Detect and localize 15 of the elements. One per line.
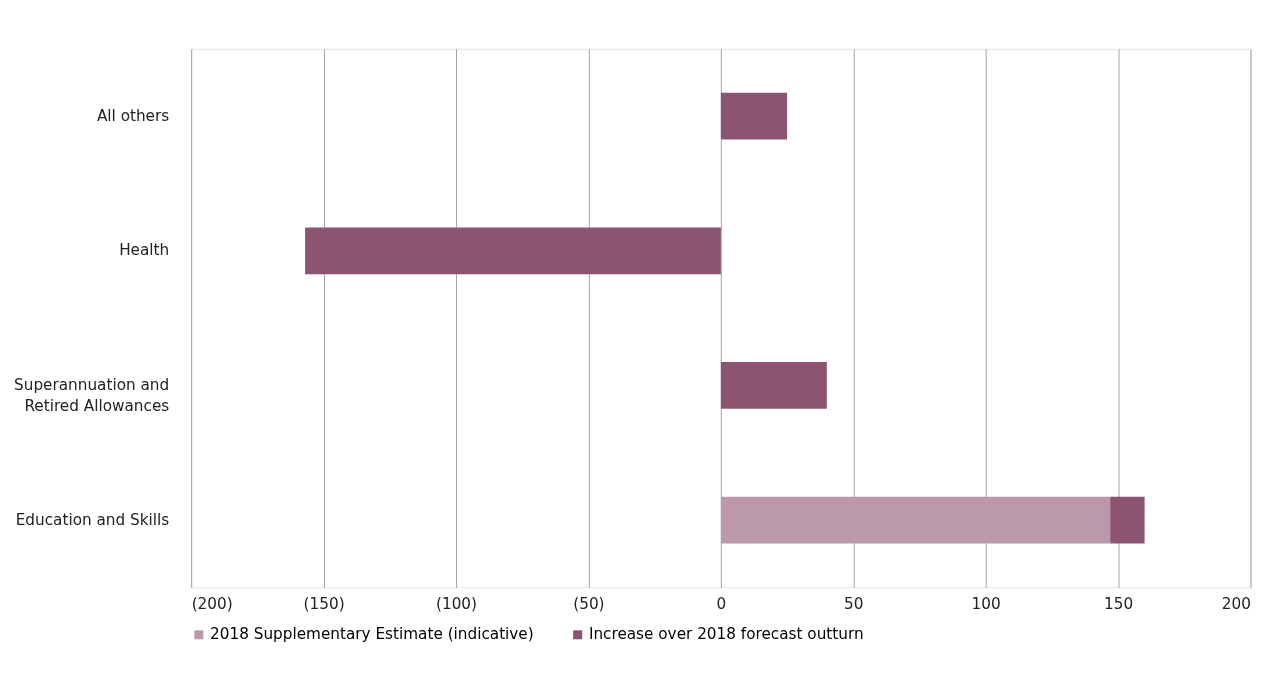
x-tick-label: 0: [716, 594, 727, 613]
legend-label: Increase over 2018 forecast outturn: [588, 625, 864, 644]
x-tick-label: (200): [191, 594, 233, 613]
y-tick-label: Education and Skills: [15, 510, 170, 529]
x-tick-label: (50): [573, 594, 605, 613]
y-tick-label: All others: [96, 106, 170, 125]
x-tick-label: (100): [435, 594, 477, 613]
x-tick-label: 50: [844, 594, 864, 613]
x-tick-label: 150: [1104, 594, 1134, 613]
x-tick-label: (150): [303, 594, 345, 613]
x-tick-label: 100: [971, 594, 1001, 613]
legend-label: 2018 Supplementary Estimate (indicative): [210, 625, 534, 644]
y-tick-label: Superannuation and Retired Allowances: [14, 375, 170, 416]
y-tick-label: Health: [119, 241, 170, 260]
x-tick-label: 200: [1221, 594, 1251, 613]
